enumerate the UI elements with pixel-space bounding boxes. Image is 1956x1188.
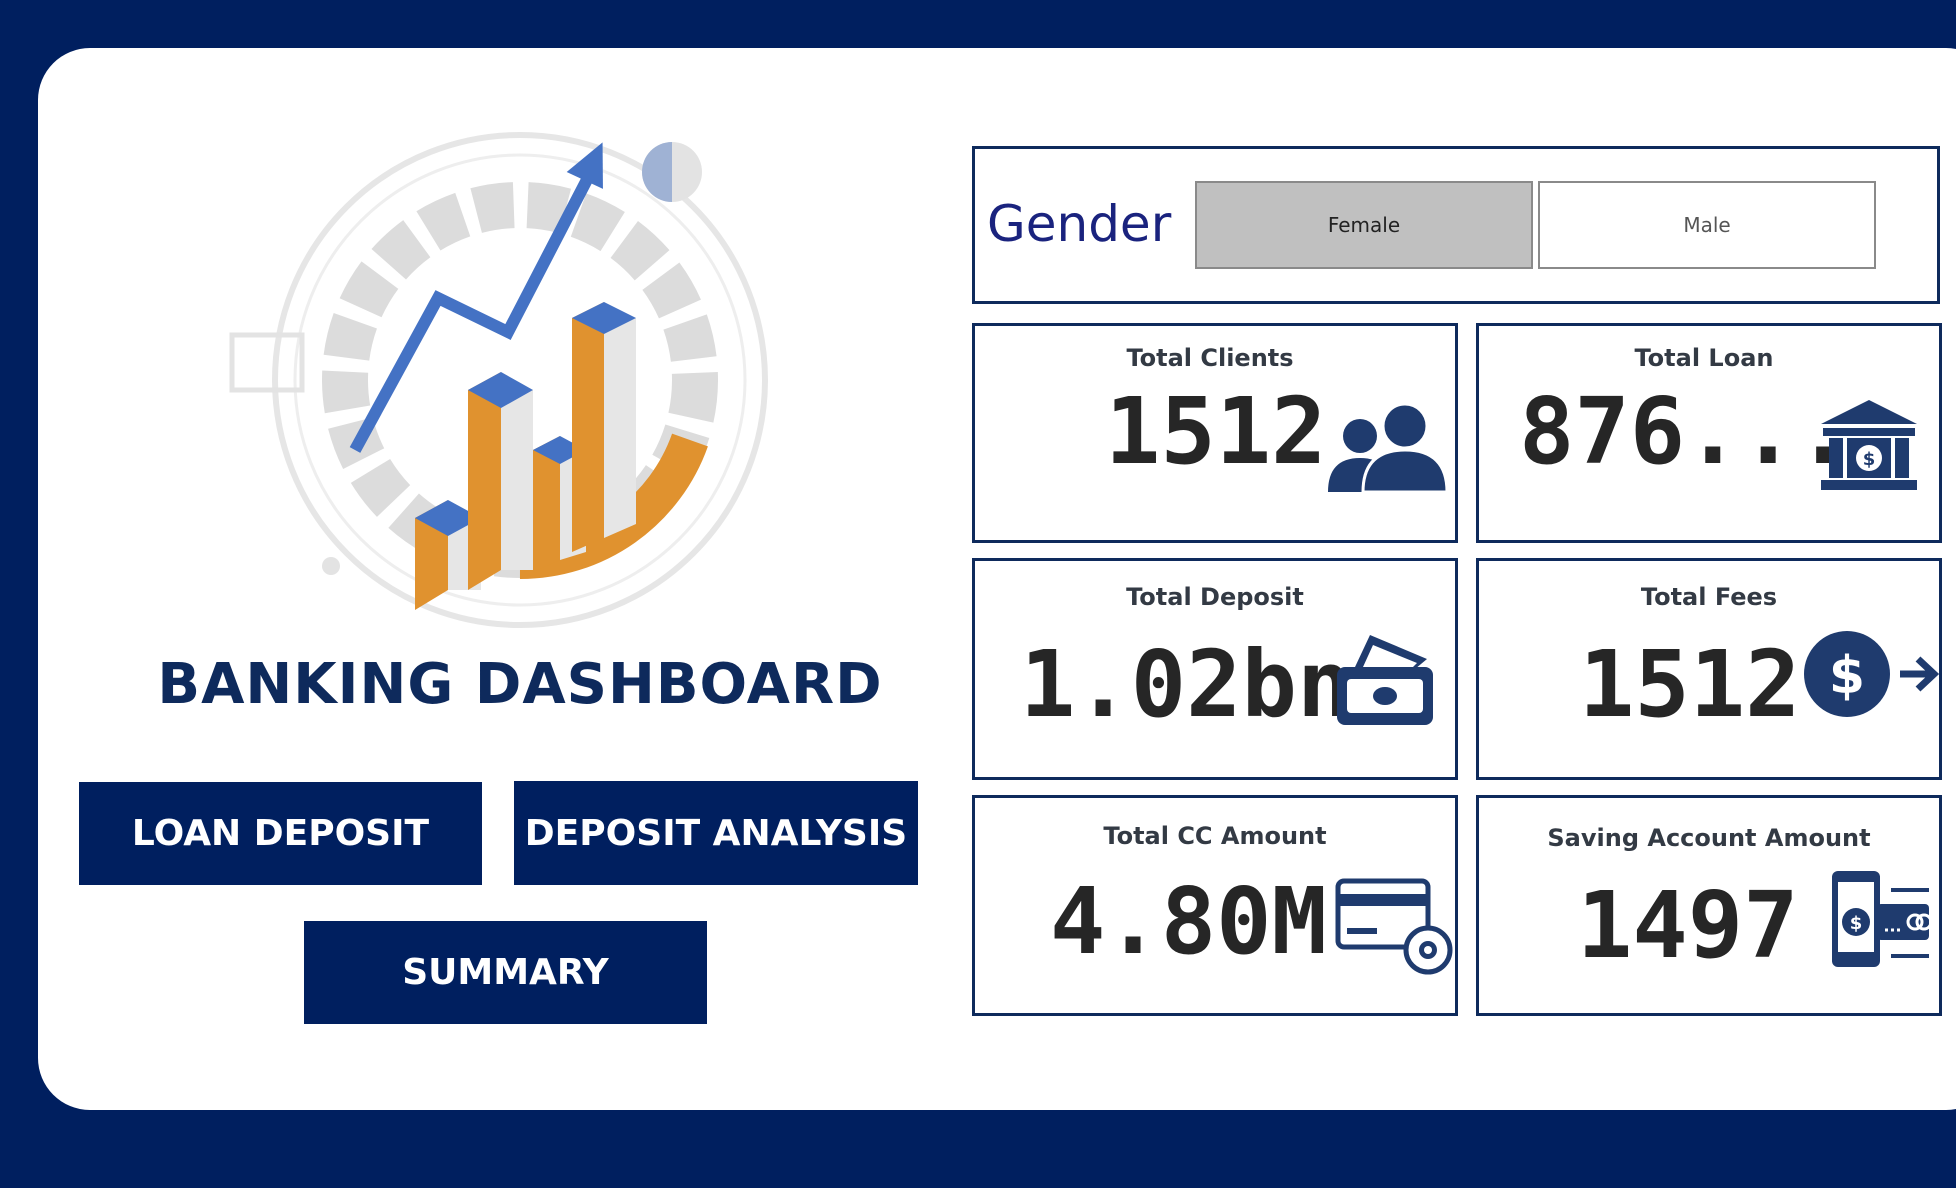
kpi-card-total-deposit: Total Deposit 1.02bn [972,558,1458,780]
gender-option-male[interactable]: Male [1538,181,1876,269]
mobile-payment-icon: $ [1832,871,1933,967]
kpi-value: 1512 [1579,631,1801,738]
dollar-arrow-icon: $ [1804,631,1939,717]
kpi-value: 4.80M [1050,868,1327,975]
kpi-title: Total CC Amount [1103,822,1327,850]
gender-label: Gender [987,195,1172,253]
svg-text:$: $ [1850,913,1863,934]
summary-button[interactable]: SUMMARY [304,921,707,1024]
kpi-card-saving-account-amount: Saving Account Amount 1497 $ [1476,795,1942,1016]
banking-logo-icon [229,132,768,628]
svg-text:$: $ [1829,646,1865,706]
kpi-title: Saving Account Amount [1547,824,1871,852]
kpi-title: Total Fees [1640,583,1778,611]
kpi-title: Total Clients [1126,344,1294,372]
loan-deposit-button[interactable]: LOAN DEPOSIT [79,782,482,885]
kpi-card-total-fees: Total Fees 1512 $ [1476,558,1942,780]
kpi-value: 1.02bn [1020,631,1353,738]
kpi-card-total-clients: Total Clients 1512 [972,323,1458,543]
kpi-title: Total Deposit [1126,583,1304,611]
kpi-value: 1497 [1577,872,1799,979]
users-icon [1328,402,1449,494]
kpi-card-total-loan: Total Loan 876.... $ [1476,323,1942,543]
deposit-analysis-button[interactable]: DEPOSIT ANALYSIS [514,781,918,885]
kpi-value: 1512 [1105,378,1327,485]
svg-text:$: $ [1863,449,1876,470]
kpi-card-total-cc-amount: Total CC Amount 4.80M [972,795,1458,1016]
cash-wallet-icon [1337,635,1433,725]
kpi-title: Total Loan [1634,344,1774,372]
gender-slicer: Gender Female Male [972,146,1940,304]
gender-option-female[interactable]: Female [1195,181,1533,269]
bank-icon: $ [1821,400,1917,490]
dashboard-title: BANKING DASHBOARD [157,652,883,717]
credit-card-settings-icon [1335,878,1453,975]
